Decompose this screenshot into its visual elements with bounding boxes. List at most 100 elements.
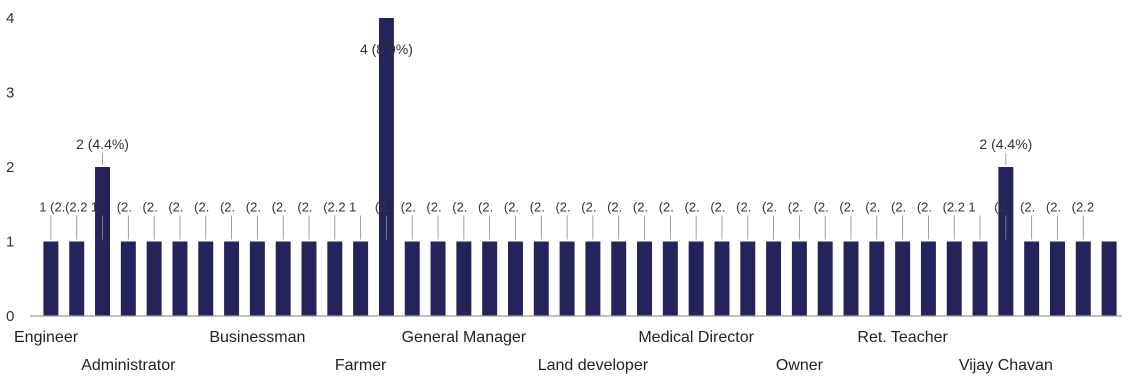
bar <box>1101 241 1117 316</box>
bar <box>533 241 549 316</box>
bar <box>791 241 807 316</box>
bar <box>637 241 653 316</box>
bar-value-label: (2. <box>220 200 235 215</box>
bar-value-label: 1 <box>349 200 356 215</box>
bar-value-label: (2. <box>917 200 932 215</box>
bar <box>585 241 601 316</box>
bar-callout-label: 4 (8.9%) <box>360 41 413 57</box>
bar <box>95 167 111 316</box>
bar-value-label: (2. <box>659 200 674 215</box>
bar <box>404 241 420 316</box>
bar <box>662 241 678 316</box>
bar-value-label: (2. <box>401 200 416 215</box>
bar <box>688 241 704 316</box>
category-label: Medical Director <box>638 329 754 346</box>
bars-group <box>43 18 1117 316</box>
bar <box>353 241 369 316</box>
bar <box>378 18 394 316</box>
bar-value-label: (2. <box>297 200 312 215</box>
bar <box>69 241 85 316</box>
bar <box>920 241 936 316</box>
bar <box>1024 241 1040 316</box>
bar-value-label: (2. <box>530 200 545 215</box>
category-label: Engineer <box>14 329 79 346</box>
bar-value-label: 1 (2. <box>39 200 65 215</box>
bar <box>507 241 523 316</box>
y-tick-label: 4 <box>6 10 14 27</box>
category-label: Owner <box>776 357 824 374</box>
bar-value-label: (2.2 <box>323 200 345 215</box>
bar-value-label: (2. <box>452 200 467 215</box>
bar <box>869 241 885 316</box>
y-tick-label: 1 <box>6 234 14 251</box>
bar-value-label: (2.2 <box>1072 200 1094 215</box>
bar <box>224 241 240 316</box>
y-tick-label: 0 <box>6 308 14 325</box>
bar <box>249 241 265 316</box>
bar <box>172 241 188 316</box>
y-axis: 0 1 2 3 4 <box>6 10 14 325</box>
bar-value-label: (2. <box>891 200 906 215</box>
bar-value-label: (2. <box>710 200 725 215</box>
bar <box>1075 241 1091 316</box>
category-label: Businessman <box>209 329 305 346</box>
bar <box>559 241 575 316</box>
bar <box>120 241 136 316</box>
bar-value-label: (2.2 <box>943 200 965 215</box>
category-label: Farmer <box>335 357 387 374</box>
bar <box>766 241 782 316</box>
bar-value-label: (2. <box>426 200 441 215</box>
bar-callout-label: 2 (4.4%) <box>76 136 129 152</box>
bar-value-label: (2. <box>1020 200 1035 215</box>
bar-value-label: (2. <box>555 200 570 215</box>
bar-value-label: (2. <box>865 200 880 215</box>
bar-value-label: (2. <box>581 200 596 215</box>
bar <box>1049 241 1065 316</box>
bar <box>146 241 162 316</box>
bar <box>843 241 859 316</box>
category-label: Administrator <box>81 357 176 374</box>
bar <box>817 241 833 316</box>
bar-value-label: (2. <box>762 200 777 215</box>
bar-value-label: (2. <box>272 200 287 215</box>
bar-callout-label: 2 (4.4%) <box>979 136 1032 152</box>
bar <box>456 241 472 316</box>
bar <box>740 241 756 316</box>
bar-value-label: (2. <box>814 200 829 215</box>
bar-value-label: (2. <box>736 200 751 215</box>
y-tick-label: 3 <box>6 85 14 102</box>
category-label: Land developer <box>538 357 649 374</box>
bar <box>430 241 446 316</box>
bar <box>198 241 214 316</box>
value-callouts: 2 (4.4%) 4 (8.9%) 2 (4.4%) <box>76 41 1032 165</box>
bar <box>301 241 317 316</box>
bar <box>972 241 988 316</box>
category-label: Ret. Teacher <box>857 329 948 346</box>
bar-value-labels: 1 (2. (2.2 1 (2. (2. (2. (2. (2. (2. (2. (2. (2.2 1(… <box>39 200 1094 240</box>
bar-value-label: (2. <box>375 200 390 215</box>
bar-value-label: (2. <box>607 200 622 215</box>
bar <box>895 241 911 316</box>
bar <box>998 167 1014 316</box>
y-tick-label: 2 <box>6 159 14 176</box>
bar-value-label: (2. <box>788 200 803 215</box>
bar <box>327 241 343 316</box>
bar <box>275 241 291 316</box>
bar <box>611 241 627 316</box>
bar-value-label: (2. <box>478 200 493 215</box>
bar-value-label: (2. <box>194 200 209 215</box>
bar-value-label: (2. <box>246 200 261 215</box>
bar-value-label: (2. <box>1046 200 1061 215</box>
bar <box>482 241 498 316</box>
bar <box>946 241 962 316</box>
bar <box>714 241 730 316</box>
bar-value-label: (2.2 <box>65 200 87 215</box>
bar-value-label: (2. <box>504 200 519 215</box>
bar-value-label: 1 <box>91 200 98 215</box>
bar-value-label: (2. <box>633 200 648 215</box>
bar-value-label: (2. <box>143 200 158 215</box>
bar-value-label: (2. <box>117 200 132 215</box>
category-label: General Manager <box>402 329 527 346</box>
